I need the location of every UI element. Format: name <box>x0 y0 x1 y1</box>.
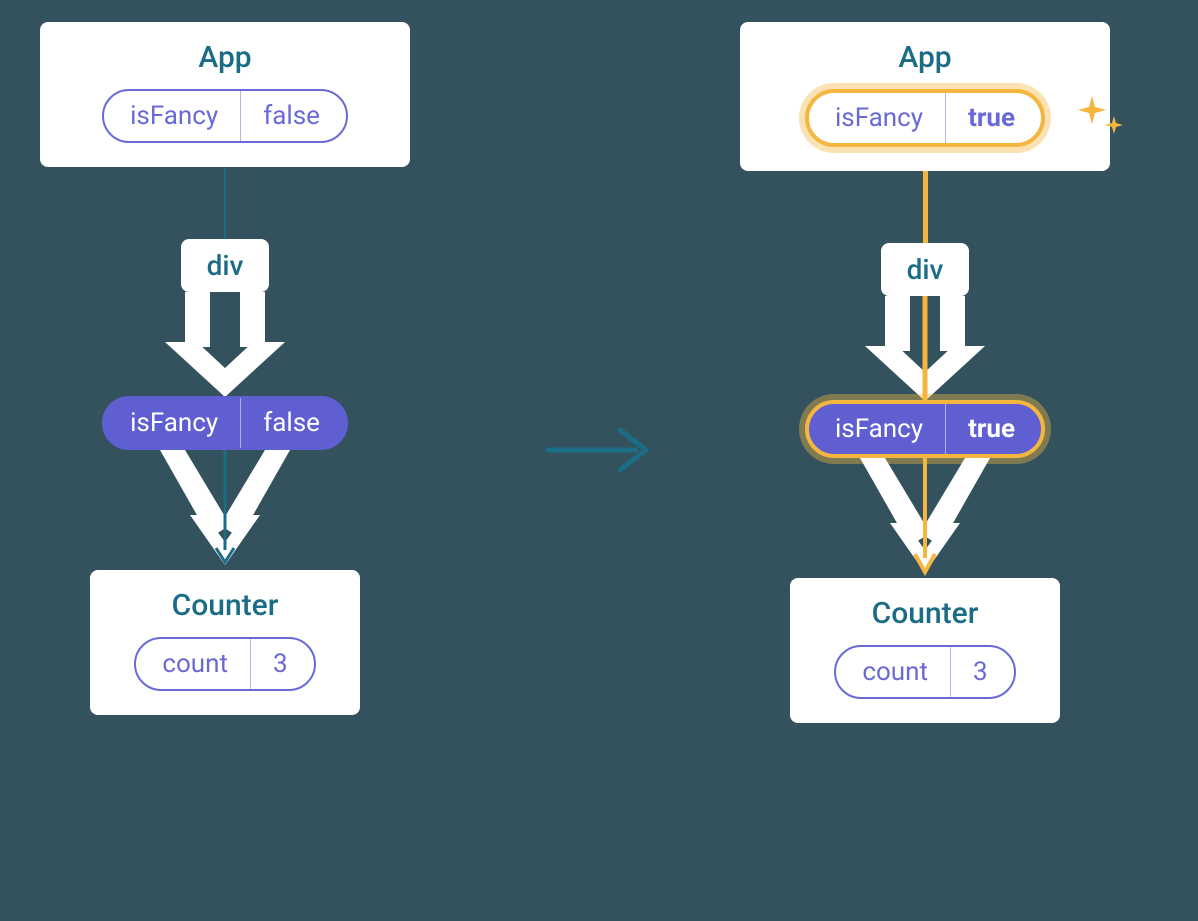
pill-key: isFancy <box>104 398 240 448</box>
left-app-title: App <box>198 40 251 75</box>
sparkle-icon <box>1074 92 1126 148</box>
right-app-title: App <box>898 40 951 75</box>
left-counter-flow-arrows <box>125 450 325 570</box>
left-tree: App isFancy false div isFancy false <box>40 22 410 715</box>
right-app-node: App isFancy true <box>740 22 1110 171</box>
right-counter-node: Counter count 3 <box>790 578 1060 723</box>
left-counter-node: Counter count 3 <box>90 570 360 715</box>
pill-key: count <box>836 647 950 697</box>
pill-key: isFancy <box>809 404 945 454</box>
transition-arrow <box>540 420 660 484</box>
pill-key: count <box>136 639 250 689</box>
left-counter-title: Counter <box>172 588 279 623</box>
left-prop-flow-arrows <box>125 292 325 402</box>
thin-down-arrow-highlight <box>910 458 940 578</box>
left-app-node: App isFancy false <box>40 22 410 167</box>
pill-value: 3 <box>950 647 1014 697</box>
right-app-state-pill: isFancy true <box>805 89 1045 147</box>
thin-down-arrow <box>210 450 240 570</box>
left-prop-pill: isFancy false <box>102 396 348 450</box>
div-label: div <box>907 253 944 286</box>
pill-value: false <box>240 398 346 448</box>
connector-line-highlight <box>923 296 928 406</box>
pill-value: 3 <box>250 639 314 689</box>
right-prop-flow-arrows <box>825 296 1025 406</box>
right-counter-state-pill: count 3 <box>834 645 1015 699</box>
pill-value: true <box>945 93 1041 143</box>
left-app-state-pill: isFancy false <box>102 89 348 143</box>
right-div-node: div <box>881 243 970 296</box>
right-prop-pill: isFancy true <box>805 400 1045 458</box>
pill-value: false <box>240 91 346 141</box>
pill-key: isFancy <box>809 93 945 143</box>
left-counter-state-pill: count 3 <box>134 637 315 691</box>
div-label: div <box>207 249 244 282</box>
right-counter-flow-arrows <box>825 458 1025 578</box>
connector-line-highlight <box>923 171 928 243</box>
pill-key: isFancy <box>104 91 240 141</box>
pill-value: true <box>945 404 1041 454</box>
left-div-node: div <box>181 239 270 292</box>
right-counter-title: Counter <box>872 596 979 631</box>
right-tree: App isFancy true div isFancy true <box>740 22 1110 723</box>
connector-line <box>224 167 226 239</box>
sparkle-icon <box>1035 400 1045 449</box>
